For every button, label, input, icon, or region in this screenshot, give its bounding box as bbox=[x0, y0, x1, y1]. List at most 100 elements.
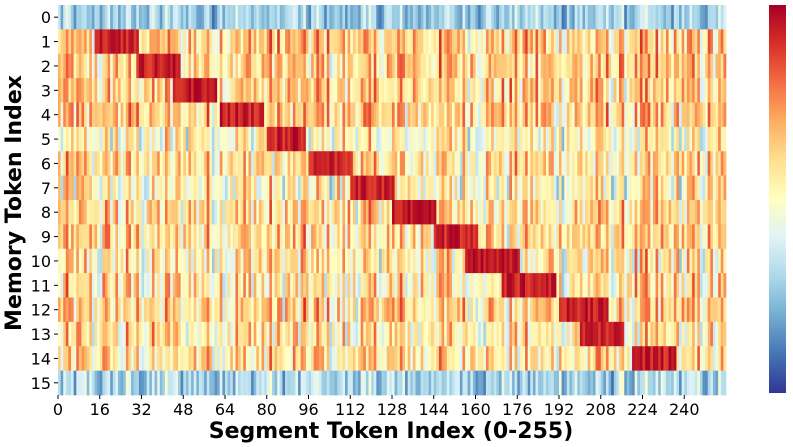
heatmap-cell bbox=[99, 151, 103, 176]
heatmap-cell bbox=[600, 248, 604, 274]
heatmap-cell bbox=[358, 126, 362, 152]
heatmap-cell bbox=[493, 126, 497, 152]
heatmap-cell bbox=[671, 273, 675, 298]
heatmap-cell bbox=[579, 175, 583, 201]
heatmap-cell bbox=[582, 273, 586, 298]
heatmap-cell bbox=[115, 126, 119, 152]
heatmap-cell bbox=[590, 321, 594, 347]
heatmap-cell bbox=[222, 126, 226, 152]
heatmap-cell bbox=[365, 5, 369, 30]
heatmap-cell bbox=[355, 321, 359, 347]
heatmap-cell bbox=[668, 151, 672, 176]
heatmap-cell bbox=[572, 29, 576, 55]
heatmap-cell bbox=[191, 370, 195, 396]
heatmap-cell bbox=[660, 5, 664, 30]
heatmap-cell bbox=[543, 297, 547, 323]
heatmap-cell bbox=[76, 321, 80, 347]
heatmap-cell bbox=[645, 370, 649, 396]
heatmap-cell bbox=[517, 224, 521, 250]
heatmap-cell bbox=[564, 248, 568, 274]
heatmap-cell bbox=[175, 297, 179, 323]
heatmap-cell bbox=[438, 346, 442, 371]
heatmap-cell bbox=[71, 224, 75, 250]
heatmap-cell bbox=[405, 200, 409, 225]
heatmap-cell bbox=[146, 29, 150, 55]
heatmap-cell bbox=[209, 175, 213, 201]
heatmap-cell bbox=[449, 346, 453, 371]
heatmap-cell bbox=[605, 175, 609, 201]
heatmap-cell bbox=[123, 5, 127, 30]
heatmap-cell bbox=[159, 175, 163, 201]
heatmap-cell bbox=[164, 224, 168, 250]
heatmap-cell bbox=[684, 321, 688, 347]
heatmap-cell bbox=[120, 102, 124, 128]
heatmap-cell bbox=[227, 248, 231, 274]
heatmap-cell bbox=[488, 370, 492, 396]
heatmap-cell bbox=[154, 78, 158, 103]
heatmap-cell bbox=[605, 346, 609, 371]
heatmap-cell bbox=[624, 248, 628, 274]
heatmap-cell bbox=[668, 53, 672, 79]
heatmap-cell bbox=[527, 5, 531, 30]
heatmap-cell bbox=[564, 151, 568, 176]
heatmap-cell bbox=[58, 5, 61, 30]
heatmap-cell bbox=[577, 5, 581, 30]
heatmap-cell bbox=[720, 248, 724, 274]
heatmap-cell bbox=[300, 5, 304, 30]
heatmap-cell bbox=[412, 248, 416, 274]
heatmap-cell bbox=[167, 346, 171, 371]
heatmap-cell bbox=[493, 29, 497, 55]
heatmap-cell bbox=[457, 5, 461, 30]
heatmap-cell bbox=[655, 224, 659, 250]
heatmap-cell bbox=[598, 248, 602, 274]
heatmap-cell bbox=[146, 248, 150, 274]
heatmap-cell bbox=[564, 53, 568, 79]
heatmap-cell bbox=[196, 126, 200, 152]
heatmap-cell bbox=[376, 297, 380, 323]
heatmap-cell bbox=[65, 273, 69, 298]
heatmap-cell bbox=[118, 29, 121, 55]
heatmap-cell bbox=[475, 29, 479, 55]
heatmap-cell bbox=[452, 53, 455, 79]
heatmap-cell bbox=[650, 151, 654, 176]
heatmap-cell bbox=[402, 200, 406, 225]
heatmap-cell bbox=[467, 297, 471, 323]
heatmap-cell bbox=[334, 346, 338, 371]
heatmap-cell bbox=[274, 78, 278, 103]
heatmap-cell bbox=[616, 53, 620, 79]
heatmap-cell bbox=[68, 175, 72, 201]
heatmap-cell bbox=[214, 200, 218, 225]
heatmap-cell bbox=[655, 297, 659, 323]
heatmap-cell bbox=[540, 102, 544, 128]
heatmap-cell bbox=[170, 224, 174, 250]
heatmap-cell bbox=[467, 175, 471, 201]
heatmap-cell bbox=[196, 370, 200, 396]
heatmap-cell bbox=[496, 102, 500, 128]
heatmap-cell bbox=[389, 224, 393, 250]
heatmap-cell bbox=[436, 248, 440, 274]
heatmap-cell bbox=[206, 78, 210, 103]
heatmap-cell bbox=[592, 297, 596, 323]
heatmap-cell bbox=[311, 5, 315, 30]
heatmap-cell bbox=[577, 102, 581, 128]
heatmap-cell bbox=[585, 321, 589, 347]
heatmap-cell bbox=[519, 78, 523, 103]
heatmap-cell bbox=[175, 102, 179, 128]
heatmap-cell bbox=[133, 151, 137, 176]
heatmap-cell bbox=[371, 321, 375, 347]
x-tick-label: 240 bbox=[669, 400, 700, 419]
heatmap-cell bbox=[251, 53, 255, 79]
heatmap-cell bbox=[316, 5, 320, 30]
heatmap-cell bbox=[266, 346, 270, 371]
heatmap-cell bbox=[251, 248, 255, 274]
heatmap-cell bbox=[423, 248, 427, 274]
heatmap-cell bbox=[504, 151, 508, 176]
heatmap-cell bbox=[720, 102, 724, 128]
heatmap-cell bbox=[292, 53, 296, 79]
heatmap-cell bbox=[337, 102, 341, 128]
heatmap-cell bbox=[673, 224, 677, 250]
heatmap-cell bbox=[692, 5, 696, 30]
heatmap-cell bbox=[642, 151, 646, 176]
heatmap-cell bbox=[420, 78, 424, 103]
heatmap-cell bbox=[480, 151, 484, 176]
